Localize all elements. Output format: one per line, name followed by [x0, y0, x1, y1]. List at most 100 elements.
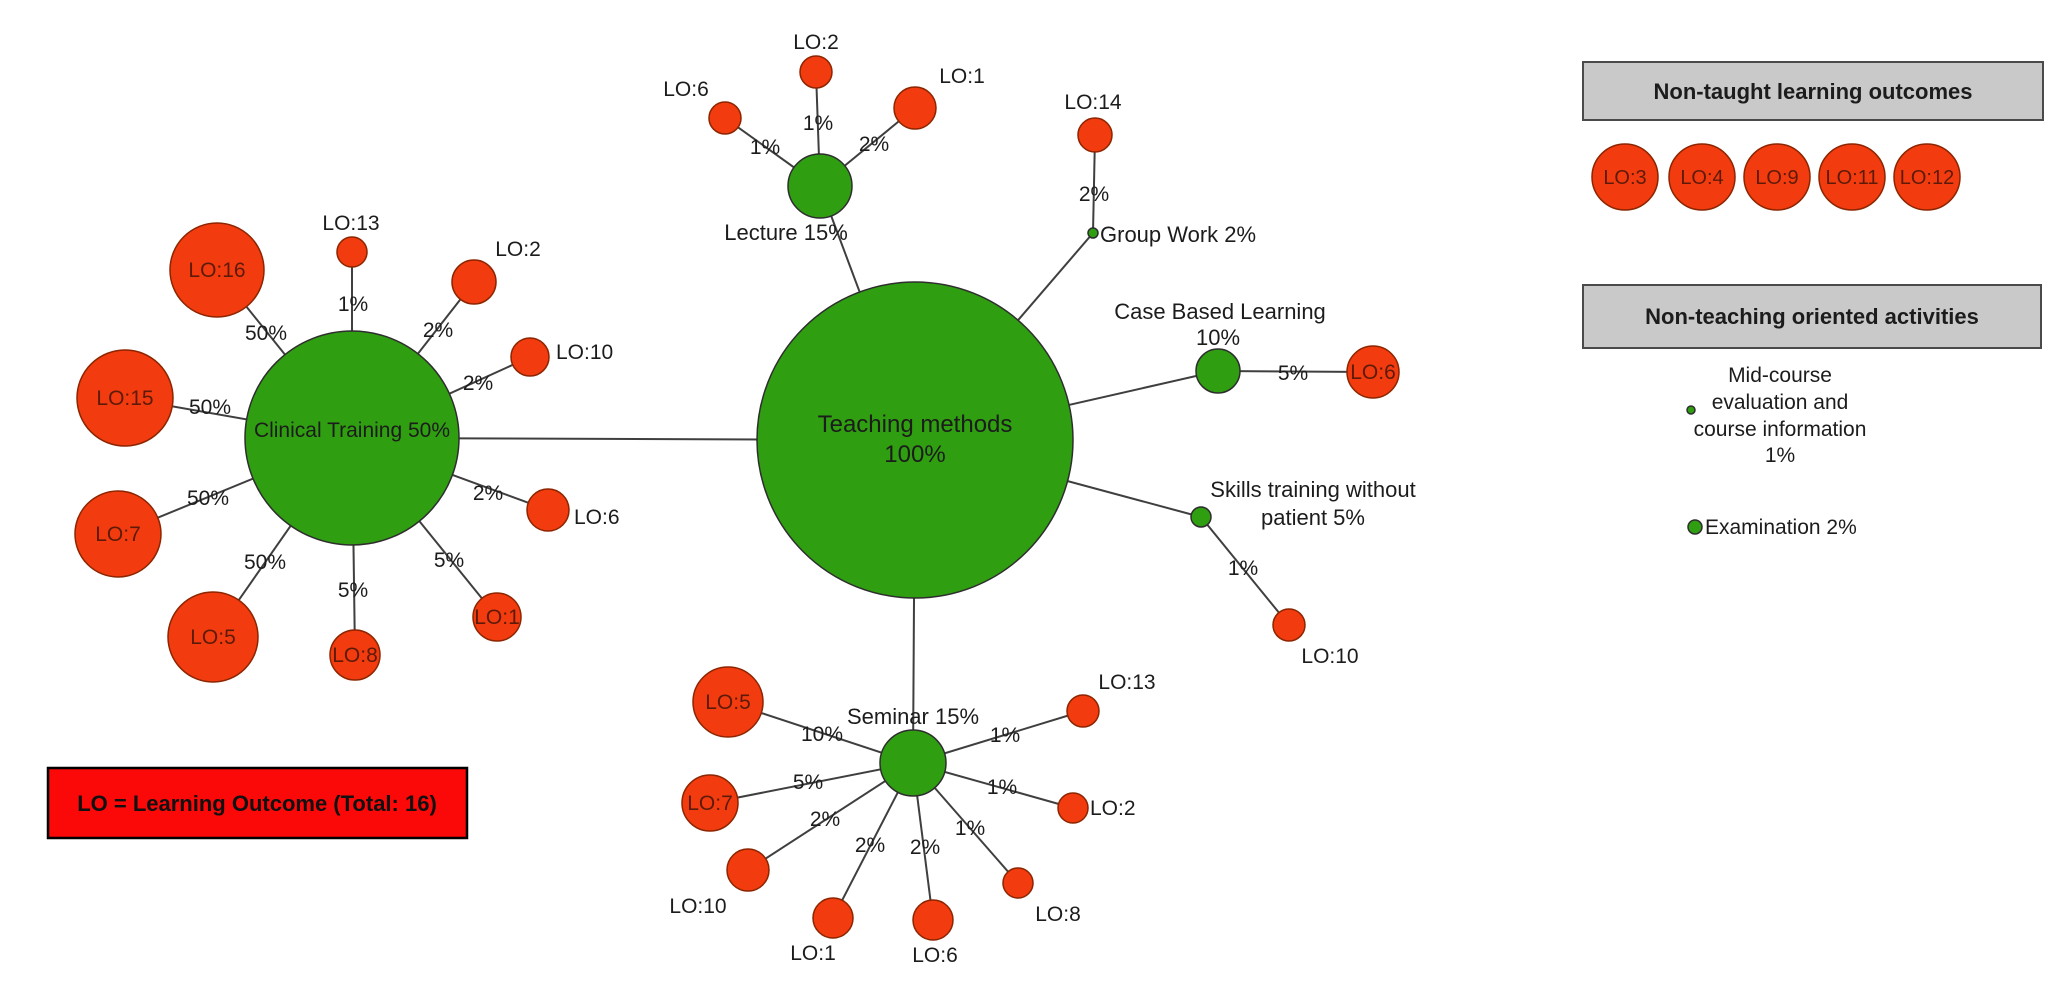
- node-seminar-lo2: [1057, 792, 1089, 824]
- non-teaching-panel: Non-teaching oriented activities Mid-cou…: [1582, 284, 2042, 539]
- node-nontaught-lo11: [1818, 143, 1886, 211]
- seminar-lo13-pct: 1%: [990, 724, 1020, 747]
- node-teaching-methods: [756, 281, 1074, 599]
- seminar-lo5-label: LO:5: [705, 691, 751, 714]
- skills-label-line2: patient 5%: [1261, 505, 1365, 530]
- node-seminar-lo6: [912, 899, 954, 941]
- clinical-lo6-pct: 2%: [473, 482, 503, 505]
- clinical-lo16-label: LO:16: [188, 259, 245, 282]
- node-clinical-training: [244, 330, 460, 546]
- node-clinical-lo2: [451, 259, 497, 305]
- node-clinical-lo16: [169, 222, 265, 318]
- clinical-lo1-pct: 5%: [434, 549, 464, 572]
- nontaught-lo11-label: LO:11: [1826, 167, 1879, 189]
- seminar-lo7-label: LO:7: [687, 792, 733, 815]
- lecture-lo6-pct: 1%: [750, 136, 780, 159]
- node-examination-dot: [1687, 519, 1703, 535]
- seminar-lo6-pct: 2%: [910, 836, 940, 859]
- lecture-label: Lecture 15%: [724, 220, 848, 245]
- node-seminar-lo10: [726, 848, 770, 892]
- clinical-lo13-pct: 1%: [338, 293, 368, 316]
- nontaught-lo3-label: LO:3: [1603, 167, 1646, 189]
- node-nontaught-lo3: [1591, 143, 1659, 211]
- nontaught-lo9-label: LO:9: [1755, 167, 1798, 189]
- clinical-lo16-pct: 50%: [245, 322, 287, 345]
- node-skills-training: [1190, 506, 1212, 528]
- clinical-lo8-pct: 5%: [338, 579, 368, 602]
- seminar-lo8-pct: 1%: [955, 817, 985, 840]
- clinical-lo10-pct: 2%: [463, 372, 493, 395]
- node-seminar: [879, 729, 947, 797]
- node-clinical-lo10: [510, 337, 550, 377]
- clinical-lo2-label: LO:2: [495, 238, 541, 261]
- node-case-based-learning: [1195, 348, 1241, 394]
- node-clinical-lo7: [74, 490, 162, 578]
- seminar-lo1-label: LO:1: [790, 942, 836, 965]
- seminar-lo13-label: LO:13: [1098, 671, 1155, 694]
- clinical-lo15-pct: 50%: [189, 396, 231, 419]
- labels: Teaching methods 100% Lecture 15% LO:6 1…: [95, 31, 1415, 967]
- seminar-label: Seminar 15%: [847, 704, 979, 729]
- node-lecture: [787, 153, 853, 219]
- lecture-lo6-label: LO:6: [663, 78, 709, 101]
- seminar-lo8-label: LO:8: [1035, 903, 1081, 926]
- mid-course-line1: Mid-course: [1728, 364, 1832, 387]
- seminar-lo2-label: LO:2: [1090, 797, 1136, 820]
- node-lecture-lo2: [799, 55, 833, 89]
- teaching-methods-pct: 100%: [884, 441, 945, 468]
- groupwork-lo14-pct: 2%: [1079, 183, 1109, 206]
- clinical-lo5-pct: 50%: [244, 551, 286, 574]
- node-clinical-lo5: [167, 591, 259, 683]
- seminar-lo1-pct: 2%: [855, 834, 885, 857]
- casebased-lo6-label: LO:6: [1350, 361, 1396, 384]
- non-taught-header: Non-taught learning outcomes: [1654, 79, 1973, 104]
- node-groupwork-lo14: [1077, 117, 1113, 153]
- mid-course-line4: 1%: [1765, 444, 1795, 467]
- non-teaching-header: Non-teaching oriented activities: [1645, 304, 1979, 329]
- nontaught-lo12-label: LO:12: [1900, 167, 1954, 189]
- node-skills-lo10: [1272, 608, 1306, 642]
- node-mid-course-dot: [1686, 405, 1696, 415]
- examination-label: Examination 2%: [1705, 516, 1857, 539]
- node-casebased-lo6: [1346, 345, 1400, 399]
- mid-course-line2: evaluation and: [1712, 391, 1849, 414]
- node-clinical-lo1: [472, 592, 522, 642]
- seminar-lo7-pct: 5%: [793, 771, 823, 794]
- clinical-lo13-label: LO:13: [322, 212, 379, 235]
- node-nontaught-lo4: [1668, 143, 1736, 211]
- edge-skills-lo10: [1200, 516, 1290, 626]
- seminar-lo10-pct: 2%: [810, 808, 840, 831]
- skills-lo10-label: LO:10: [1301, 645, 1358, 668]
- casebased-lo6-pct: 5%: [1278, 362, 1308, 385]
- case-based-label-line2: 10%: [1196, 325, 1240, 350]
- legend-text: LO = Learning Outcome (Total: 16): [77, 791, 437, 816]
- clinical-lo5-label: LO:5: [190, 626, 236, 649]
- clinical-lo10-label: LO:10: [556, 341, 613, 364]
- clinical-lo7-label: LO:7: [95, 523, 141, 546]
- node-nontaught-lo9: [1743, 143, 1811, 211]
- node-lecture-lo6: [708, 101, 742, 135]
- node-group-work: [1087, 227, 1099, 239]
- seminar-lo2-pct: 1%: [987, 776, 1017, 799]
- node-seminar-lo8: [1002, 867, 1034, 899]
- edge-seminar-lo7: [709, 762, 914, 804]
- legend: LO = Learning Outcome (Total: 16): [46, 766, 469, 840]
- clinical-training-label: Clinical Training 50%: [254, 419, 450, 442]
- node-clinical-lo6: [526, 488, 570, 532]
- clinical-lo7-pct: 50%: [187, 487, 229, 510]
- skills-lo10-pct: 1%: [1228, 557, 1258, 580]
- seminar-lo6-label: LO:6: [912, 944, 958, 967]
- node-clinical-lo8: [329, 629, 381, 681]
- seminar-lo10-label: LO:10: [669, 895, 726, 918]
- nodes: [74, 55, 1400, 941]
- node-seminar-lo5: [692, 666, 764, 738]
- group-work-label: Group Work 2%: [1100, 222, 1256, 247]
- seminar-lo5-pct: 10%: [801, 723, 843, 746]
- nontaught-lo4-label: LO:4: [1680, 167, 1723, 189]
- non-taught-panel: Non-taught learning outcomes LO:3 LO:4 L…: [1582, 61, 2044, 211]
- clinical-lo15-label: LO:15: [96, 387, 153, 410]
- lecture-lo2-label: LO:2: [793, 31, 839, 54]
- non-taught-header-box: [1582, 61, 2044, 121]
- node-seminar-lo13: [1066, 694, 1100, 728]
